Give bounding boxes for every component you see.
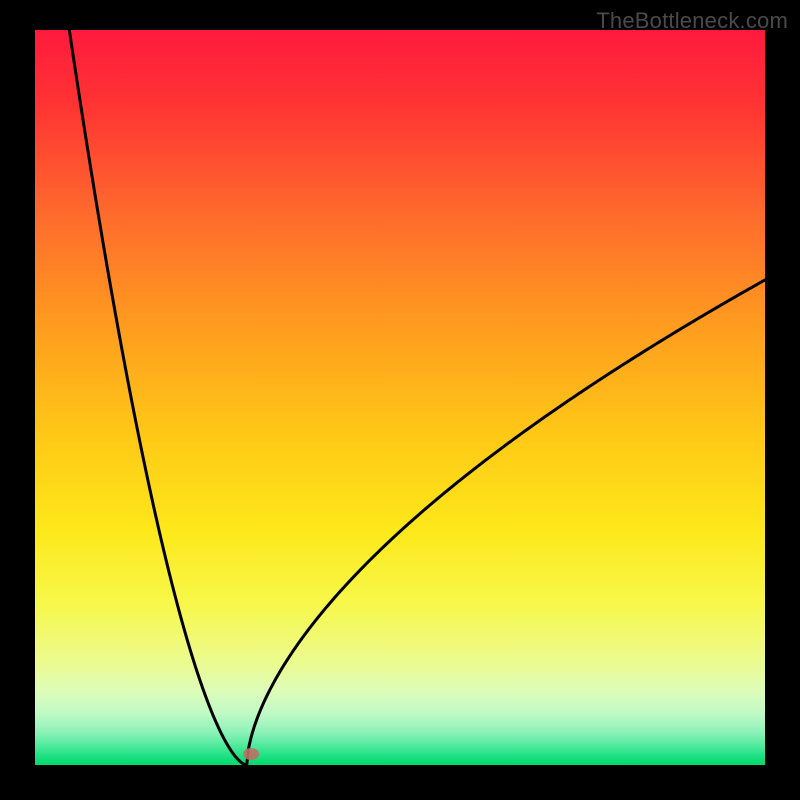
watermark-text: TheBottleneck.com	[596, 8, 788, 34]
optimal-point-marker	[243, 748, 259, 760]
chart-container: TheBottleneck.com	[0, 0, 800, 800]
chart-svg	[0, 0, 800, 800]
plot-background-gradient	[35, 30, 765, 765]
